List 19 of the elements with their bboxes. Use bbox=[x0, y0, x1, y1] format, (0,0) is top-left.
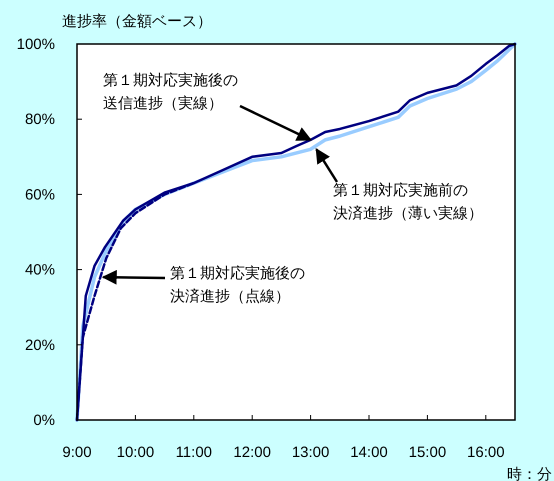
y-tick-label: 20% bbox=[24, 336, 55, 354]
y-tick-label: 80% bbox=[24, 111, 55, 128]
x-tick-label: 14:00 bbox=[350, 444, 388, 461]
x-axis-title: 時：分 bbox=[507, 466, 552, 481]
x-tick-label: 9:00 bbox=[62, 444, 92, 461]
x-tick-label: 10:00 bbox=[116, 444, 154, 461]
y-axis-title: 進捗率（金額ベース） bbox=[62, 13, 212, 30]
x-tick-label: 11:00 bbox=[176, 444, 212, 461]
x-tick-label: 15:00 bbox=[408, 444, 446, 461]
x-tick-label: 16:00 bbox=[467, 444, 505, 461]
annotation: 第１期対応実施前の決済進捗（薄い実線） bbox=[333, 182, 483, 222]
annotation: 第１期対応実施後の決済進捗（点線） bbox=[170, 265, 305, 305]
y-tick-label: 60% bbox=[24, 186, 55, 204]
y-tick-label: 100% bbox=[16, 36, 55, 53]
x-tick-label: 12:00 bbox=[233, 444, 271, 461]
x-tick-label: 13:00 bbox=[292, 444, 330, 461]
y-tick-label: 40% bbox=[24, 262, 55, 279]
annotation: 第１期対応実施後の送信進捗（実線） bbox=[103, 72, 238, 112]
y-tick-label: 0% bbox=[33, 412, 55, 429]
